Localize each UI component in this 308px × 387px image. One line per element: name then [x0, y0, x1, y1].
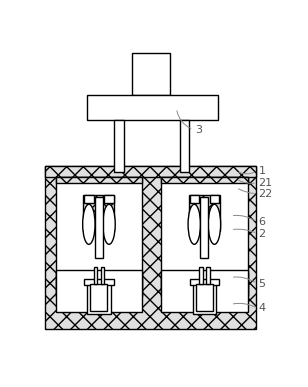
Bar	[55, 176, 142, 183]
Text: 4: 4	[259, 303, 266, 313]
Bar	[100, 267, 104, 284]
Bar	[95, 197, 103, 258]
Text: 21: 21	[259, 178, 273, 188]
Bar	[45, 166, 256, 329]
Bar	[196, 284, 213, 311]
Text: 6: 6	[259, 217, 265, 227]
Bar	[199, 267, 203, 284]
Bar	[55, 270, 142, 312]
Bar	[161, 273, 248, 296]
Bar	[55, 176, 142, 296]
Bar	[132, 53, 170, 95]
Bar	[94, 267, 97, 284]
Ellipse shape	[208, 204, 221, 244]
Bar	[104, 195, 114, 203]
Bar	[84, 279, 114, 285]
Bar	[87, 284, 111, 314]
Bar	[115, 120, 124, 172]
Text: 1: 1	[259, 166, 265, 176]
Text: 22: 22	[259, 188, 273, 199]
Bar	[91, 284, 107, 311]
Bar	[161, 176, 248, 296]
Ellipse shape	[83, 204, 95, 244]
Bar	[55, 273, 142, 296]
Ellipse shape	[188, 204, 201, 244]
Bar	[161, 176, 248, 183]
Bar	[193, 284, 216, 314]
Text: 5: 5	[259, 279, 265, 289]
Ellipse shape	[103, 204, 115, 244]
Bar	[190, 195, 199, 203]
Bar	[189, 195, 220, 231]
Bar	[210, 195, 219, 203]
Bar	[84, 195, 94, 203]
Bar	[161, 270, 248, 312]
Bar	[206, 267, 210, 284]
Bar	[45, 166, 256, 176]
Text: 2: 2	[259, 229, 266, 238]
Bar	[201, 197, 208, 258]
Bar	[190, 279, 219, 285]
Text: 3: 3	[195, 125, 202, 135]
Bar	[180, 120, 189, 172]
Bar	[87, 95, 217, 120]
Bar	[83, 195, 115, 231]
